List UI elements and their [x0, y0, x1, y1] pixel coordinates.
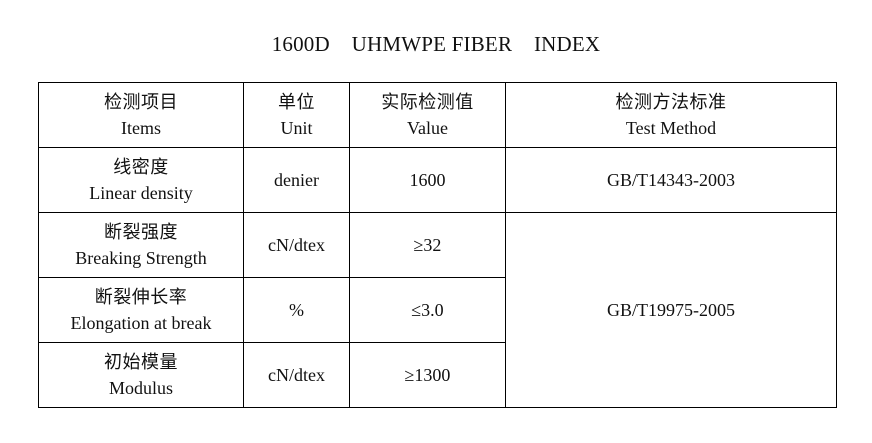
cell-value-linear-density: 1600 — [349, 147, 506, 213]
header-items-cn: 检测项目 — [104, 92, 178, 112]
fiber-index-table: 检测项目 Items 单位 Unit 实际检测值 Value — [38, 82, 837, 408]
cell-value-elongation-at-break: ≤3.0 — [349, 277, 506, 343]
method-linear-density: GB/T14343-2003 — [607, 170, 735, 190]
header-value-cn: 实际检测值 — [381, 92, 474, 112]
cell-unit-breaking-strength: cN/dtex — [243, 212, 350, 278]
header-cell-unit: 单位 Unit — [243, 82, 350, 148]
cell-item-elongation-at-break: 断裂伸长率 Elongation at break — [38, 277, 244, 343]
cell-method-linear-density: GB/T14343-2003 — [505, 147, 837, 213]
value-elongation-at-break: ≤3.0 — [411, 300, 444, 320]
item-cn-modulus: 初始模量 — [104, 352, 178, 372]
cell-unit-modulus: cN/dtex — [243, 342, 350, 408]
table-row: 断裂强度 Breaking Strength cN/dtex ≥32 GB/T1… — [38, 212, 837, 408]
value-linear-density: 1600 — [409, 170, 446, 190]
cell-unit-linear-density: denier — [243, 147, 350, 213]
table-row: 断裂伸长率 Elongation at break % ≤3.0 — [38, 277, 837, 343]
cell-method-merged: GB/T19975-2005 — [505, 212, 837, 408]
table-row: 线密度 Linear density denier 1600 GB/T14343… — [38, 147, 837, 213]
item-en-linear-density: Linear density — [89, 183, 193, 203]
header-unit-cn: 单位 — [278, 92, 315, 112]
unit-elongation-at-break: % — [289, 300, 304, 320]
item-en-elongation-at-break: Elongation at break — [70, 313, 212, 333]
cell-value-breaking-strength: ≥32 — [349, 212, 506, 278]
table-header-row: 检测项目 Items 单位 Unit 实际检测值 Value — [38, 82, 837, 148]
header-method-en: Test Method — [625, 118, 717, 138]
item-cn-breaking-strength: 断裂强度 — [104, 222, 178, 242]
header-cell-value: 实际检测值 Value — [349, 82, 506, 148]
value-breaking-strength: ≥32 — [413, 235, 442, 255]
cell-item-linear-density: 线密度 Linear density — [38, 147, 244, 213]
header-cell-test-method: 检测方法标准 Test Method — [505, 82, 837, 148]
item-cn-linear-density: 线密度 — [113, 157, 169, 177]
header-unit-en: Unit — [280, 118, 313, 138]
item-en-breaking-strength: Breaking Strength — [75, 248, 207, 268]
cell-value-modulus: ≥1300 — [349, 342, 506, 408]
value-modulus: ≥1300 — [404, 365, 451, 385]
cell-item-breaking-strength: 断裂强度 Breaking Strength — [38, 212, 244, 278]
cell-item-modulus: 初始模量 Modulus — [38, 342, 244, 408]
page-title: 1600D UHMWPE FIBER INDEX — [271, 32, 601, 56]
method-merged-value: GB/T19975-2005 — [607, 300, 735, 320]
header-value-en: Value — [407, 118, 448, 138]
unit-modulus: cN/dtex — [268, 365, 325, 385]
unit-breaking-strength: cN/dtex — [268, 235, 325, 255]
item-cn-elongation-at-break: 断裂伸长率 — [94, 287, 188, 307]
header-method-cn: 检测方法标准 — [615, 92, 727, 112]
unit-linear-density: denier — [274, 170, 319, 190]
header-items-en: Items — [121, 118, 161, 138]
item-en-modulus: Modulus — [108, 378, 173, 398]
table-row: 初始模量 Modulus cN/dtex ≥1300 — [38, 342, 837, 408]
cell-unit-elongation-at-break: % — [243, 277, 350, 343]
header-cell-items: 检测项目 Items — [38, 82, 244, 148]
